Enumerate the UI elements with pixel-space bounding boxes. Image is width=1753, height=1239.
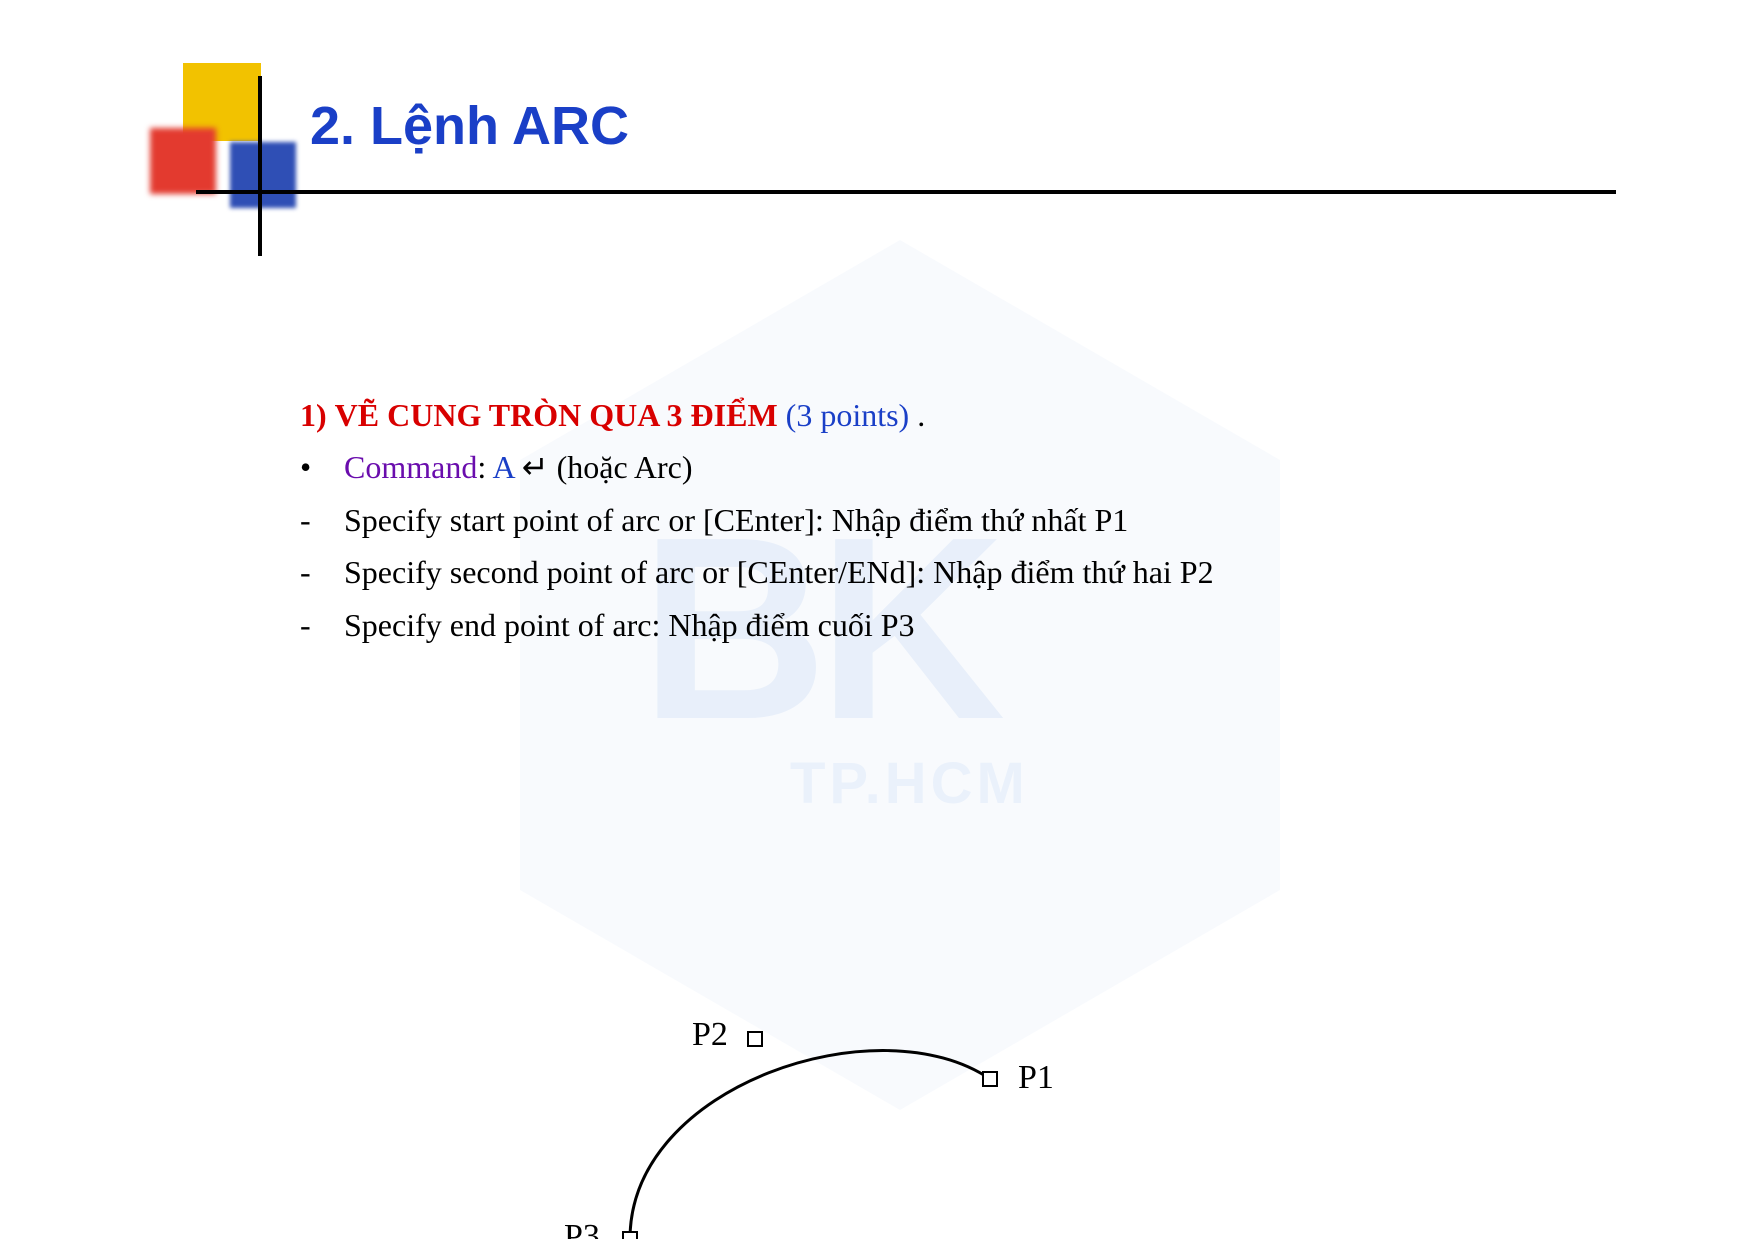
dash-icon: - [300, 549, 340, 595]
title-vertical-line [258, 76, 262, 256]
label-p3: P3 [564, 1218, 600, 1239]
step-3: - Specify end point of arc: Nhập điểm cu… [300, 602, 1400, 648]
arc-path [630, 1050, 990, 1238]
label-p1: P1 [1018, 1059, 1054, 1097]
dash-icon: - [300, 497, 340, 543]
marker-p3 [623, 1232, 637, 1239]
dash-icon: - [300, 602, 340, 648]
command-value: A [492, 449, 513, 485]
command-line: • Command: A ↵ (hoặc Arc) [300, 444, 1400, 490]
step-2: - Specify second point of arc or [CEnter… [300, 549, 1400, 595]
heading-tail: . [917, 397, 925, 433]
marker-p1 [983, 1072, 997, 1086]
command-tail: ↵ (hoặc Arc) [514, 449, 693, 485]
title-underline [196, 190, 1616, 194]
command-colon: : [477, 449, 492, 485]
step-1-text: Specify start point of arc or [CEnter]: … [344, 502, 1128, 538]
watermark-tphcm: TP.HCM [790, 750, 1029, 817]
arc-figure: P1 P2 P3 [540, 964, 1160, 1239]
heading-line: 1) VẼ CUNG TRÒN QUA 3 ĐIỂM (3 points) . [300, 392, 1400, 438]
command-label: Command [344, 449, 477, 485]
content-block: 1) VẼ CUNG TRÒN QUA 3 ĐIỂM (3 points) . … [300, 392, 1400, 648]
marker-p2 [748, 1032, 762, 1046]
label-p2: P2 [692, 1016, 728, 1054]
step-3-text: Specify end point of arc: Nhập điểm cuối… [344, 607, 915, 643]
step-1: - Specify start point of arc or [CEnter]… [300, 497, 1400, 543]
bullet-icon: • [300, 444, 340, 490]
arc-svg [540, 964, 1160, 1239]
heading-red: VẼ CUNG TRÒN QUA 3 ĐIỂM [335, 397, 778, 433]
deco-square-blue [230, 142, 296, 208]
step-2-text: Specify second point of arc or [CEnter/E… [344, 554, 1214, 590]
heading-num: 1) [300, 397, 327, 433]
deco-square-red [150, 128, 216, 194]
heading-blue: (3 points) [786, 397, 910, 433]
slide-title: 2. Lệnh ARC [310, 95, 1753, 157]
